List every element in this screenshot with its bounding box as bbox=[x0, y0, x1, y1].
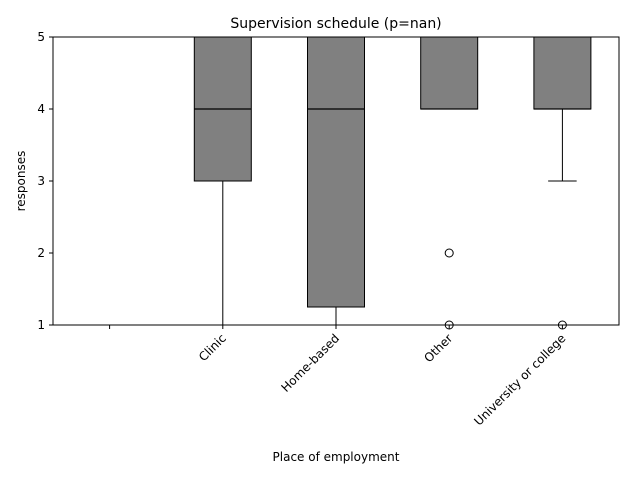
box-3 bbox=[420, 36, 479, 110]
y-tick-label: 4 bbox=[37, 102, 45, 116]
plot-area: 1 2 3 4 5 Clinic Home-based Other University or … bbox=[37, 30, 620, 428]
y-tick-label: 5 bbox=[37, 30, 45, 44]
x-axis-label: Place of employment bbox=[273, 450, 400, 464]
y-tick-label: 1 bbox=[37, 318, 45, 332]
x-tick-label: Home-based bbox=[278, 331, 342, 395]
box-4 bbox=[533, 36, 592, 110]
flier-point bbox=[444, 248, 454, 258]
x-tick-label: Clinic bbox=[196, 331, 229, 364]
y-axis-label: responses bbox=[14, 151, 28, 212]
chart-title: Supervision schedule (p=nan) bbox=[230, 16, 441, 32]
x-tick-label: Other bbox=[421, 331, 455, 365]
y-tick-label: 2 bbox=[37, 246, 45, 260]
box-2 bbox=[307, 36, 365, 308]
y-tick-label: 3 bbox=[37, 174, 45, 188]
x-tick-label: University or college bbox=[471, 331, 568, 428]
